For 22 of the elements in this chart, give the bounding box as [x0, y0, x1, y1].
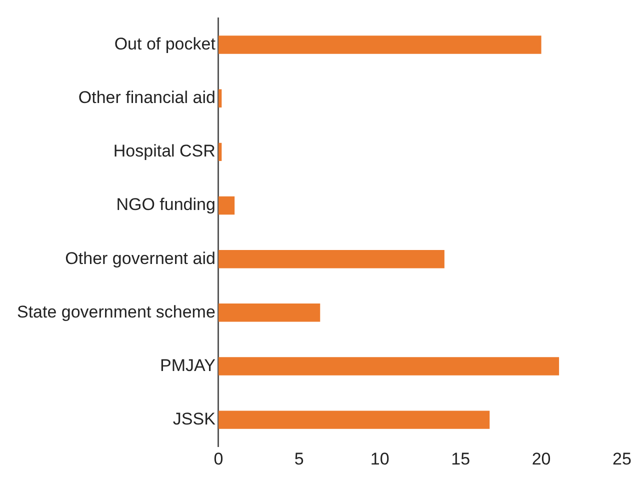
y-tick-label: Other governent aid [65, 248, 216, 268]
y-tick-label: State government scheme [16, 302, 216, 322]
x-tick-label: 20 [532, 449, 551, 468]
x-tick-label: 0 [214, 449, 224, 468]
y-tick-label: JSSK [172, 410, 216, 428]
bar [218, 357, 560, 376]
bar [218, 89, 222, 108]
bar [218, 304, 320, 322]
y-tick-label: Out of pocket [114, 34, 216, 54]
bar [218, 410, 490, 429]
x-tick-label: 25 [612, 449, 632, 468]
bar [218, 36, 542, 54]
bar [218, 142, 222, 162]
y-tick-label: Other financial aid [78, 88, 216, 108]
bar [218, 196, 235, 215]
bar [218, 250, 444, 268]
x-tick-label: 5 [294, 449, 304, 468]
x-tick-label: 10 [370, 449, 390, 468]
y-tick-label: Hospital CSR [113, 142, 216, 161]
y-tick-label: PMJAY [160, 356, 216, 375]
x-tick-label: 15 [451, 449, 470, 468]
y-tick-label: NGO funding [116, 195, 216, 214]
